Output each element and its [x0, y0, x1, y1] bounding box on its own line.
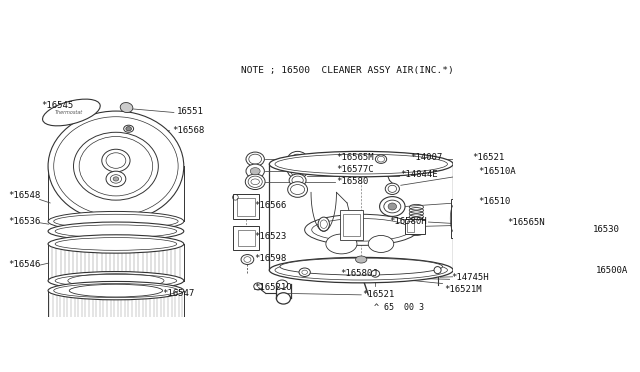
Bar — [405, 218, 425, 234]
Ellipse shape — [289, 174, 306, 187]
Ellipse shape — [69, 284, 163, 297]
Text: *16510: *16510 — [478, 197, 510, 206]
Ellipse shape — [388, 203, 397, 210]
Bar — [237, 198, 255, 216]
Ellipse shape — [74, 132, 158, 200]
Ellipse shape — [48, 272, 184, 290]
Text: *16580J: *16580J — [340, 269, 378, 278]
Text: *16546: *16546 — [8, 260, 40, 269]
Ellipse shape — [245, 174, 265, 190]
Text: ^ 65  00 3: ^ 65 00 3 — [374, 303, 424, 312]
Text: *16568: *16568 — [172, 126, 205, 135]
Bar — [451, 199, 458, 238]
Text: *16523: *16523 — [255, 232, 287, 241]
Text: *14844E: *14844E — [400, 170, 438, 179]
Text: *16577C: *16577C — [337, 165, 374, 174]
Ellipse shape — [48, 325, 184, 344]
Ellipse shape — [241, 254, 254, 264]
Text: *14745H: *14745H — [451, 273, 488, 282]
Ellipse shape — [318, 217, 330, 231]
Ellipse shape — [42, 99, 100, 126]
Text: 16500A: 16500A — [596, 266, 628, 275]
Ellipse shape — [48, 235, 184, 253]
Ellipse shape — [126, 126, 131, 131]
Ellipse shape — [269, 151, 453, 177]
Ellipse shape — [48, 111, 184, 221]
Ellipse shape — [106, 171, 126, 187]
Ellipse shape — [305, 214, 418, 246]
Ellipse shape — [356, 256, 367, 263]
Ellipse shape — [280, 258, 442, 275]
Ellipse shape — [434, 267, 441, 274]
Ellipse shape — [69, 328, 163, 341]
Text: *16545: *16545 — [42, 101, 74, 110]
Ellipse shape — [385, 183, 399, 195]
Text: 16530: 16530 — [593, 225, 620, 234]
Text: *16521O: *16521O — [255, 283, 292, 292]
Ellipse shape — [120, 103, 133, 113]
Ellipse shape — [299, 268, 310, 276]
Text: *16521: *16521 — [472, 153, 504, 162]
Ellipse shape — [48, 282, 184, 300]
Ellipse shape — [380, 197, 405, 217]
Ellipse shape — [288, 182, 307, 197]
Ellipse shape — [288, 151, 307, 167]
Text: *16547: *16547 — [162, 289, 194, 298]
Text: *16565N: *16565N — [507, 218, 545, 227]
Ellipse shape — [375, 155, 387, 163]
Ellipse shape — [371, 270, 380, 277]
Ellipse shape — [368, 235, 394, 253]
Text: *16521: *16521 — [363, 291, 395, 299]
Text: 16551: 16551 — [177, 106, 204, 116]
Text: *16510A: *16510A — [478, 167, 515, 176]
Bar — [340, 210, 363, 240]
Text: *16565M: *16565M — [337, 153, 374, 162]
Text: Thermostat: Thermostat — [54, 110, 83, 115]
Text: *16548: *16548 — [8, 192, 40, 201]
Text: *14007: *14007 — [411, 153, 443, 162]
Ellipse shape — [246, 164, 264, 178]
Text: *16598: *16598 — [255, 254, 287, 263]
Bar — [232, 195, 259, 219]
Ellipse shape — [269, 257, 453, 283]
Ellipse shape — [102, 149, 130, 172]
Bar — [407, 221, 414, 232]
Bar — [343, 214, 360, 236]
Text: *16536: *16536 — [8, 217, 40, 226]
Text: *16580: *16580 — [337, 177, 369, 186]
Text: *16566: *16566 — [255, 201, 287, 209]
Ellipse shape — [113, 177, 119, 181]
Text: *16580H: *16580H — [390, 217, 427, 226]
Ellipse shape — [288, 164, 307, 178]
Ellipse shape — [250, 168, 260, 175]
Bar — [233, 226, 259, 250]
Ellipse shape — [246, 152, 264, 166]
Bar — [237, 230, 255, 246]
Ellipse shape — [124, 125, 134, 132]
Text: NOTE ; 16500  CLEANER ASSY AIR(INC.*): NOTE ; 16500 CLEANER ASSY AIR(INC.*) — [241, 65, 454, 74]
Ellipse shape — [48, 211, 184, 231]
Ellipse shape — [48, 222, 184, 240]
Text: *16521M: *16521M — [444, 285, 481, 294]
Ellipse shape — [326, 234, 357, 254]
